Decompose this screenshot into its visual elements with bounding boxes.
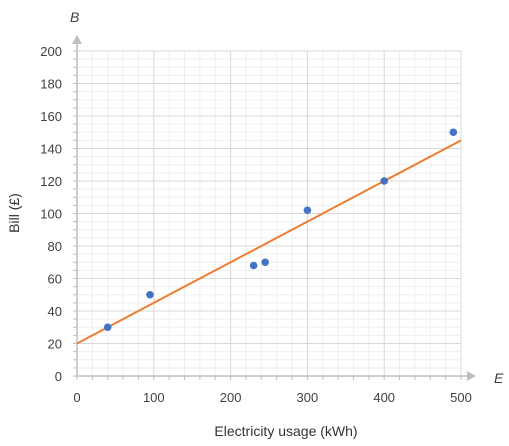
data-points [103, 128, 458, 332]
data-point [449, 128, 458, 137]
x-tick-label: 500 [450, 390, 472, 405]
data-point [249, 261, 258, 270]
data-point [380, 177, 389, 185]
y-tick-label: 200 [40, 44, 62, 59]
y-tick-label: 180 [40, 77, 62, 92]
y-tick-label: 140 [40, 142, 62, 157]
data-point [261, 258, 269, 267]
x-tick-label: 300 [297, 390, 319, 405]
y-tick-label: 60 [48, 272, 62, 287]
x-axis-arrow [467, 371, 476, 381]
y-tick-label: 0 [55, 369, 62, 384]
y-axis-title: Bill (£) [6, 193, 22, 233]
y-tick-label: 20 [48, 337, 62, 352]
y-tick-label: 80 [48, 239, 62, 254]
x-axis-title: Electricity usage (kWh) [214, 423, 357, 439]
x-tick-label: 400 [373, 390, 395, 405]
y-tick-label: 120 [40, 174, 62, 189]
axes [72, 35, 476, 381]
trendline-layer [76, 139, 462, 345]
x-tick-label: 100 [143, 390, 165, 405]
data-point [103, 323, 112, 332]
major-gridlines [76, 50, 462, 377]
x-tick-label: 200 [220, 390, 242, 405]
y-axis-arrow [72, 35, 82, 44]
trendline [76, 139, 462, 345]
x-tick-label: 0 [73, 390, 80, 405]
y-tick-label: 100 [40, 207, 62, 222]
tick-labels: 0 100 200 300 400 500 0 20 40 60 80 100 120 140 160 180… [40, 44, 472, 405]
data-point [146, 290, 154, 299]
x-axis-variable: E [494, 370, 504, 386]
data-point [303, 206, 312, 215]
y-tick-label: 160 [40, 109, 62, 124]
y-tick-label: 40 [48, 304, 62, 319]
y-axis-variable: B [70, 9, 79, 25]
